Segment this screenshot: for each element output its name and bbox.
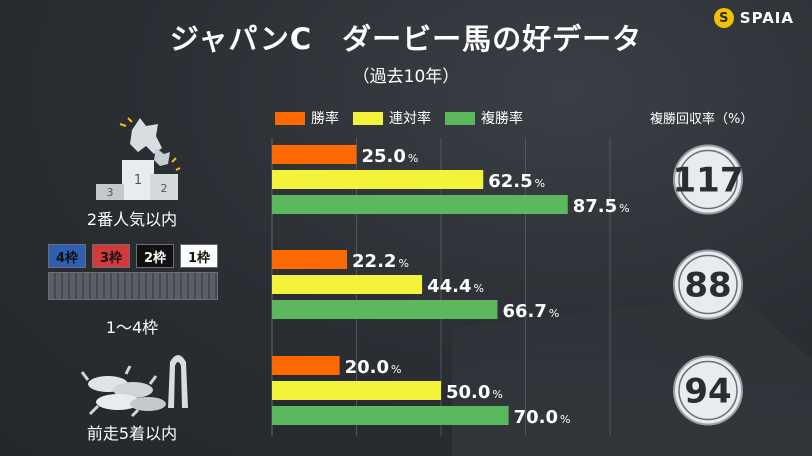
- bar: [272, 300, 498, 319]
- legend-swatch-top2: [353, 111, 383, 125]
- data-label: 66.7%: [502, 301, 559, 322]
- podium-label-3: 3: [107, 186, 114, 199]
- data-label: 22.2%: [352, 251, 409, 272]
- bar: [272, 170, 484, 189]
- frame-1: 1枠: [180, 244, 218, 268]
- data-label: 62.5%: [488, 171, 545, 192]
- group-label-frame: 1～4枠: [105, 318, 159, 337]
- chart-title: ジャパンC ダービー馬の好データ: [169, 22, 643, 56]
- roi-header: 複勝回収率（%）: [650, 112, 754, 127]
- data-label: 20.0%: [345, 357, 402, 378]
- data-label: 50.0%: [446, 382, 503, 403]
- bar: [272, 406, 509, 425]
- spaia-logo: S SPAIA: [713, 8, 794, 28]
- frame-row: 4枠 3枠 2枠 1枠: [48, 244, 220, 268]
- legend-swatch-top3: [445, 111, 475, 125]
- bar: [272, 195, 568, 214]
- logo-text: SPAIA: [739, 9, 794, 27]
- podium-label-2: 2: [161, 182, 168, 195]
- roi-badge: [673, 144, 743, 215]
- data-label: 70.0%: [514, 407, 571, 428]
- legend-label-win: 勝率: [311, 111, 339, 127]
- frame-3: 3枠: [92, 244, 130, 268]
- gate-bars: [48, 272, 218, 300]
- roi-badge: [673, 249, 743, 320]
- logo-mark: S: [713, 8, 734, 28]
- racing-horses-icon: [78, 344, 198, 418]
- data-label: 44.4%: [427, 276, 484, 297]
- legend-label-top2: 連対率: [389, 111, 431, 127]
- bar: [272, 381, 441, 400]
- roi-badge-ring: [678, 149, 738, 210]
- roi-value: 94: [684, 372, 731, 412]
- legend-item-win: 勝率: [275, 108, 339, 128]
- legend-item-top3: 複勝率: [445, 108, 523, 128]
- frame-2: 2枠: [136, 244, 174, 268]
- bar: [272, 356, 340, 375]
- roi-value: 117: [673, 161, 744, 201]
- legend-item-top2: 連対率: [353, 108, 431, 128]
- roi-badge-ring: [678, 360, 738, 421]
- group-label-last-race: 前走5着以内: [86, 424, 178, 443]
- bar: [272, 275, 423, 294]
- group-label-favorite: 2番人気以内: [86, 210, 178, 229]
- roi-badge: [673, 355, 743, 426]
- podium-label-1: 1: [134, 173, 142, 188]
- roi-badge-ring: [678, 254, 738, 315]
- grandstand-silhouette: [452, 296, 812, 456]
- legend-swatch-win: [275, 111, 305, 125]
- roi-value: 88: [684, 266, 731, 306]
- legend: 勝率 連対率 複勝率: [275, 108, 523, 128]
- frame-4: 4枠: [48, 244, 86, 268]
- podium-horse-icon: 1 2 3: [88, 112, 188, 204]
- bar: [272, 145, 357, 164]
- starting-gate-icon: 4枠 3枠 2枠 1枠: [48, 244, 220, 300]
- data-label: 87.5%: [573, 196, 630, 217]
- data-label: 25.0%: [362, 146, 419, 167]
- bar: [272, 250, 348, 269]
- legend-label-top3: 複勝率: [481, 111, 523, 127]
- chart-subtitle: （過去10年）: [352, 67, 460, 87]
